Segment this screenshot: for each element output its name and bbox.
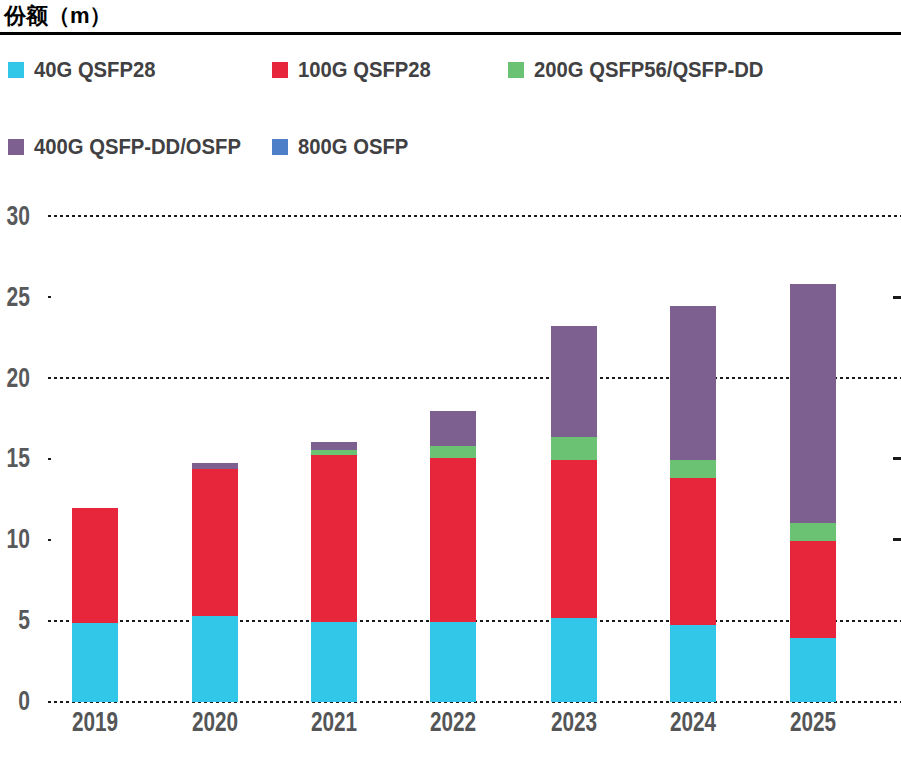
bar-segment-2019 — [72, 508, 118, 624]
x-axis-label-2019: 2019 — [65, 708, 124, 736]
x-axis-label-2025: 2025 — [783, 708, 842, 736]
gridline-tick-left-25 — [48, 296, 51, 298]
gridline-tick-right-15 — [893, 457, 901, 460]
x-axis-label-2023: 2023 — [544, 708, 603, 736]
bar-segment-2024 — [670, 306, 716, 460]
bar-segment-2022 — [430, 458, 476, 621]
gridline-tick-right-25 — [893, 296, 901, 299]
gridline-tick-left-15 — [48, 458, 51, 460]
bar-segment-2022 — [430, 446, 476, 458]
bar-segment-2021 — [311, 455, 357, 622]
bar-segment-2023 — [551, 437, 597, 460]
bar-segment-2023 — [551, 618, 597, 703]
y-axis-label-25: 25 — [5, 284, 30, 311]
legend-item: 40G QSFP28 — [8, 61, 166, 78]
legend-swatch — [8, 139, 24, 155]
legend-swatch — [272, 62, 288, 78]
y-axis-label-15: 15 — [5, 445, 30, 472]
gridline-tick-left-10 — [48, 539, 51, 541]
x-axis-label-2022: 2022 — [423, 708, 482, 736]
gridline-30 — [48, 215, 901, 217]
x-axis-label-2024: 2024 — [663, 708, 722, 736]
gridline-20 — [48, 377, 901, 379]
bar-segment-2025 — [790, 638, 836, 703]
legend-item: 800G OSFP — [272, 138, 418, 155]
bar-segment-2025 — [790, 284, 836, 523]
title-divider-line — [0, 32, 901, 35]
legend-swatch — [8, 62, 24, 78]
bar-segment-2021 — [311, 442, 357, 450]
bar-segment-2023 — [551, 460, 597, 618]
gridline-tick-right-10 — [893, 538, 901, 541]
y-axis-label-5: 5 — [5, 607, 30, 634]
legend-row-2: 400G QSFP-DD/OSFP 800G OSFP — [0, 138, 901, 155]
legend-swatch — [272, 139, 288, 155]
bar-segment-2020 — [192, 616, 238, 703]
bar-segment-2024 — [670, 625, 716, 703]
legend-item: 200G QSFP56/QSFP-DD — [508, 61, 783, 78]
bar-segment-2023 — [551, 326, 597, 438]
legend-label: 40G QSFP28 — [34, 61, 156, 78]
bar-segment-2024 — [670, 478, 716, 625]
bar-segment-2020 — [192, 469, 238, 616]
bar-segment-2021 — [311, 622, 357, 703]
bar-segment-2025 — [790, 541, 836, 638]
bar-segment-2019 — [72, 623, 118, 702]
y-axis-label-20: 20 — [5, 365, 30, 392]
bar-segment-2021 — [311, 450, 357, 455]
chart-title-text: 份额（m） — [4, 3, 112, 28]
legend-label: 100G QSFP28 — [298, 61, 431, 78]
bar-segment-2022 — [430, 622, 476, 703]
chart-title: 份额（m） — [4, 0, 112, 32]
bar-segment-2020 — [192, 463, 238, 469]
x-axis-label-2020: 2020 — [185, 708, 244, 736]
legend-item: 400G QSFP-DD/OSFP — [8, 138, 259, 155]
legend-row-1: 40G QSFP28 100G QSFP28 200G QSFP56/QSFP-DD — [0, 61, 901, 78]
legend-label: 800G OSFP — [298, 138, 408, 155]
legend-label: 200G QSFP56/QSFP-DD — [534, 61, 763, 78]
y-axis-label-30: 30 — [5, 203, 30, 230]
y-axis-label-0: 0 — [5, 688, 30, 715]
y-axis-label-10: 10 — [5, 526, 30, 553]
bar-segment-2022 — [430, 411, 476, 446]
bar-segment-2025 — [790, 523, 836, 541]
legend-label: 400G QSFP-DD/OSFP — [34, 138, 241, 155]
legend-item: 100G QSFP28 — [272, 61, 442, 78]
bar-segment-2024 — [670, 460, 716, 478]
x-axis-label-2021: 2021 — [304, 708, 363, 736]
legend-swatch — [508, 62, 524, 78]
